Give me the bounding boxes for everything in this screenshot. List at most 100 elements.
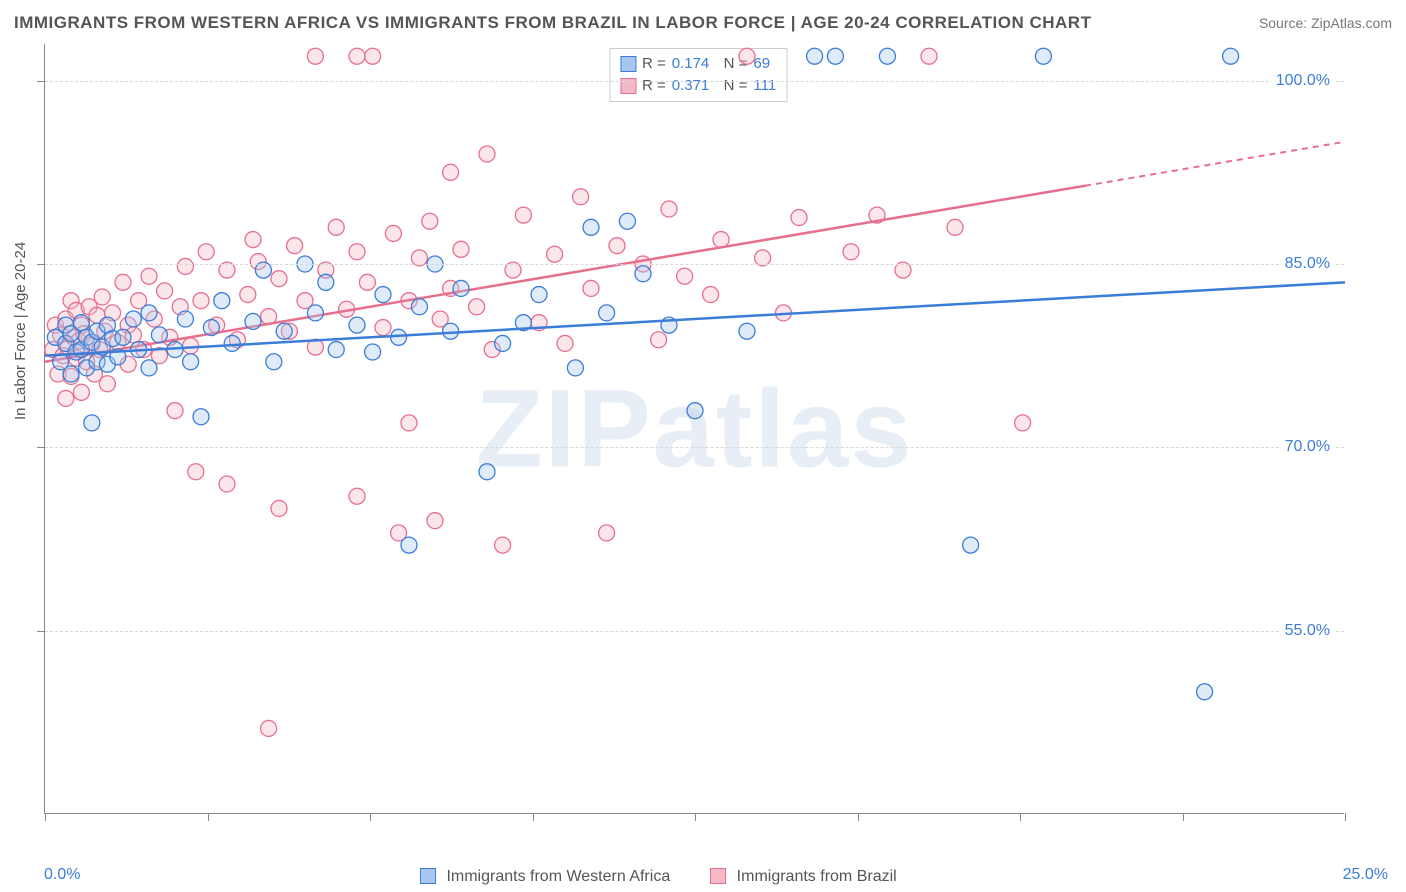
- data-point: [453, 241, 469, 257]
- data-point: [359, 274, 375, 290]
- data-point: [188, 464, 204, 480]
- data-point: [609, 238, 625, 254]
- data-point: [63, 366, 79, 382]
- y-tick-label: 85.0%: [1281, 255, 1334, 273]
- data-point: [427, 513, 443, 529]
- data-point: [567, 360, 583, 376]
- data-point: [827, 48, 843, 64]
- series-legend: Immigrants from Western Africa Immigrant…: [420, 868, 897, 886]
- legend-item-brazil: Immigrants from Brazil: [710, 868, 896, 886]
- x-tick: [45, 813, 46, 821]
- data-point: [635, 266, 651, 282]
- scatter-plot: ZIPatlas R = 0.174 N = 69 R = 0.371 N = …: [44, 44, 1344, 814]
- data-point: [365, 48, 381, 64]
- data-point: [1223, 48, 1239, 64]
- data-point: [1197, 684, 1213, 700]
- data-point: [125, 311, 141, 327]
- data-point: [677, 268, 693, 284]
- plot-svg: [45, 44, 1344, 813]
- data-point: [573, 189, 589, 205]
- data-point: [193, 409, 209, 425]
- data-point: [422, 213, 438, 229]
- data-point: [198, 244, 214, 260]
- y-tick: [37, 447, 45, 448]
- data-point: [245, 232, 261, 248]
- data-point: [843, 244, 859, 260]
- gridline: [45, 81, 1344, 82]
- swatch-icon: [420, 868, 436, 884]
- gridline: [45, 447, 1344, 448]
- data-point: [739, 323, 755, 339]
- data-point: [583, 280, 599, 296]
- y-tick-label: 55.0%: [1281, 622, 1334, 640]
- data-point: [443, 164, 459, 180]
- data-point: [193, 293, 209, 309]
- data-point: [245, 313, 261, 329]
- y-axis-label: In Labor Force | Age 20-24: [12, 242, 29, 420]
- trend-line-extrapolated: [1085, 142, 1345, 186]
- x-tick: [370, 813, 371, 821]
- x-tick: [533, 813, 534, 821]
- data-point: [276, 323, 292, 339]
- data-point: [318, 274, 334, 290]
- data-point: [963, 537, 979, 553]
- swatch-icon: [710, 868, 726, 884]
- data-point: [177, 311, 193, 327]
- data-point: [599, 305, 615, 321]
- x-tick: [1020, 813, 1021, 821]
- data-point: [879, 48, 895, 64]
- data-point: [391, 329, 407, 345]
- data-point: [58, 390, 74, 406]
- data-point: [583, 219, 599, 235]
- y-tick: [37, 631, 45, 632]
- data-point: [651, 332, 667, 348]
- data-point: [177, 258, 193, 274]
- data-point: [791, 210, 807, 226]
- data-point: [141, 268, 157, 284]
- data-point: [557, 335, 573, 351]
- data-point: [115, 329, 131, 345]
- data-point: [619, 213, 635, 229]
- data-point: [261, 720, 277, 736]
- y-tick-label: 100.0%: [1272, 72, 1334, 90]
- data-point: [401, 415, 417, 431]
- source-label: Source: ZipAtlas.com: [1259, 15, 1392, 31]
- data-point: [73, 315, 89, 331]
- legend-label-wafrica: Immigrants from Western Africa: [446, 868, 670, 885]
- y-tick: [37, 264, 45, 265]
- data-point: [375, 287, 391, 303]
- gridline: [45, 264, 1344, 265]
- data-point: [157, 283, 173, 299]
- y-tick-label: 70.0%: [1281, 438, 1334, 456]
- data-point: [349, 244, 365, 260]
- data-point: [547, 246, 563, 262]
- legend-item-wafrica: Immigrants from Western Africa: [420, 868, 670, 886]
- data-point: [240, 287, 256, 303]
- data-point: [307, 48, 323, 64]
- data-point: [167, 403, 183, 419]
- data-point: [115, 274, 131, 290]
- data-point: [266, 354, 282, 370]
- data-point: [1035, 48, 1051, 64]
- data-point: [807, 48, 823, 64]
- data-point: [531, 287, 547, 303]
- data-point: [219, 476, 235, 492]
- data-point: [287, 238, 303, 254]
- x-tick: [858, 813, 859, 821]
- data-point: [739, 48, 755, 64]
- data-point: [411, 299, 427, 315]
- data-point: [84, 415, 100, 431]
- data-point: [99, 376, 115, 392]
- data-point: [599, 525, 615, 541]
- data-point: [151, 327, 167, 343]
- x-min-label: 0.0%: [44, 866, 80, 884]
- data-point: [479, 464, 495, 480]
- data-point: [328, 219, 344, 235]
- data-point: [271, 500, 287, 516]
- data-point: [203, 320, 219, 336]
- data-point: [94, 289, 110, 305]
- data-point: [183, 354, 199, 370]
- data-point: [921, 48, 937, 64]
- data-point: [328, 342, 344, 358]
- data-point: [73, 384, 89, 400]
